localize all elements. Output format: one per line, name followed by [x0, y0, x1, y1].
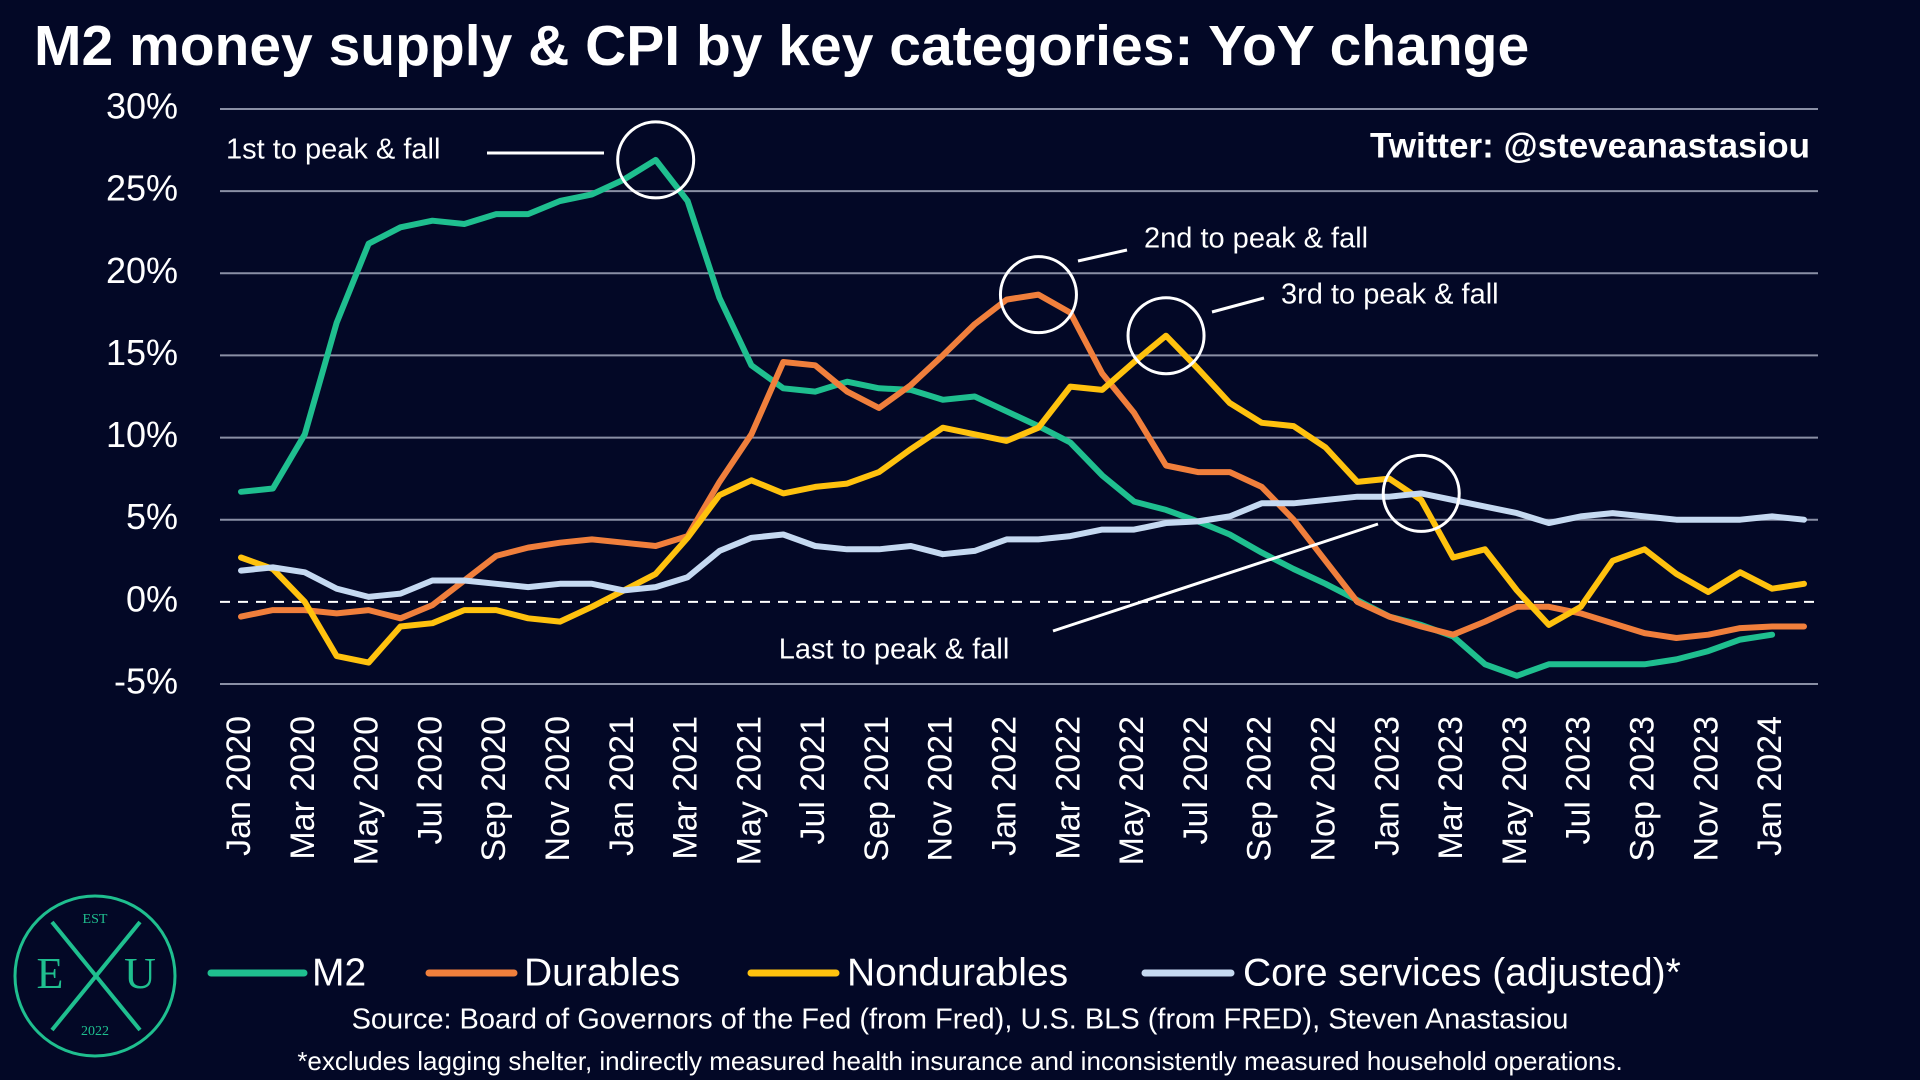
- x-tick-label: Sep 2020: [475, 716, 513, 862]
- y-tick-label: 15%: [106, 332, 178, 373]
- x-tick-label: Mar 2021: [667, 716, 705, 860]
- x-tick-label: Mar 2020: [284, 716, 322, 860]
- logo-ring: [13, 894, 177, 1058]
- annotation: 3rd to peak & fall: [1281, 279, 1499, 311]
- logo-text: 2022: [81, 1024, 109, 1039]
- x-tick-label: Nov 2023: [1687, 716, 1725, 862]
- series-line: [238, 291, 1807, 641]
- annotation: 2nd to peak & fall: [1144, 223, 1368, 255]
- annotation: 1st to peak & fall: [226, 134, 440, 166]
- legend-label: Durables: [524, 951, 680, 994]
- logo-text: E: [37, 949, 64, 998]
- x-tick-label: Jul 2020: [411, 716, 449, 845]
- x-tick-label: Mar 2022: [1049, 716, 1087, 860]
- x-tick-label: May 2022: [1113, 716, 1151, 865]
- x-tick-label: May 2020: [348, 716, 386, 865]
- y-tick-label: 5%: [126, 496, 178, 537]
- highlight-circle: [1126, 296, 1206, 376]
- x-tick-label: Jan 2020: [220, 716, 258, 856]
- x-tick-label: Jan 2024: [1751, 716, 1789, 856]
- annotation: Last to peak & fall: [779, 634, 1010, 666]
- logo-stroke: [50, 920, 142, 1032]
- x-tick-label: Jul 2021: [794, 716, 832, 845]
- y-tick-label: 0%: [126, 578, 178, 619]
- series-line: [238, 332, 1807, 666]
- x-tick-label: Nov 2022: [1305, 716, 1343, 862]
- x-tick-label: Sep 2021: [858, 716, 896, 862]
- logo-text: EST: [83, 912, 108, 927]
- logo-text: U: [124, 949, 156, 998]
- annotation-line: [1077, 248, 1128, 263]
- x-tick-label: Sep 2023: [1623, 716, 1661, 862]
- x-tick-label: Sep 2022: [1241, 716, 1279, 862]
- x-tick-label: Jan 2022: [986, 716, 1024, 856]
- source: Source: Board of Governors of the Fed (f…: [352, 1004, 1569, 1036]
- x-tick-label: Jan 2023: [1368, 716, 1406, 856]
- annotation-line: [1052, 522, 1379, 633]
- x-tick-label: Jul 2022: [1177, 716, 1215, 845]
- series-line: [238, 156, 1776, 679]
- x-tick-label: Mar 2023: [1432, 716, 1470, 860]
- y-tick-label: 30%: [106, 86, 178, 127]
- x-tick-label: Jul 2023: [1560, 716, 1598, 845]
- series-line: [238, 490, 1807, 600]
- y-tick-label: 25%: [106, 168, 178, 209]
- annotation-line: [1211, 296, 1265, 314]
- y-tick-label: 20%: [106, 250, 178, 291]
- legend-label: Core services (adjusted)*: [1243, 951, 1681, 994]
- logo: EST E U 2022: [13, 894, 177, 1058]
- y-tick-label: -5%: [114, 661, 178, 702]
- legend-label: M2: [312, 951, 366, 994]
- x-tick-label: Nov 2021: [922, 716, 960, 862]
- y-tick-label: 10%: [106, 414, 178, 455]
- x-tick-label: May 2023: [1496, 716, 1534, 865]
- x-tick-label: Jan 2021: [603, 716, 641, 856]
- highlight-circle: [616, 120, 696, 200]
- highlight-circle: [998, 255, 1078, 335]
- chart-title: M2 money supply & CPI by key categories:…: [34, 14, 1529, 78]
- x-tick-label: Nov 2020: [539, 716, 577, 862]
- legend-label: Nondurables: [847, 951, 1068, 994]
- highlight-circle: [1381, 453, 1461, 533]
- watermark: Twitter: @steveanastasiou: [1370, 126, 1810, 165]
- x-tick-label: May 2021: [730, 716, 768, 865]
- footnote: *excludes lagging shelter, indirectly me…: [297, 1046, 1622, 1076]
